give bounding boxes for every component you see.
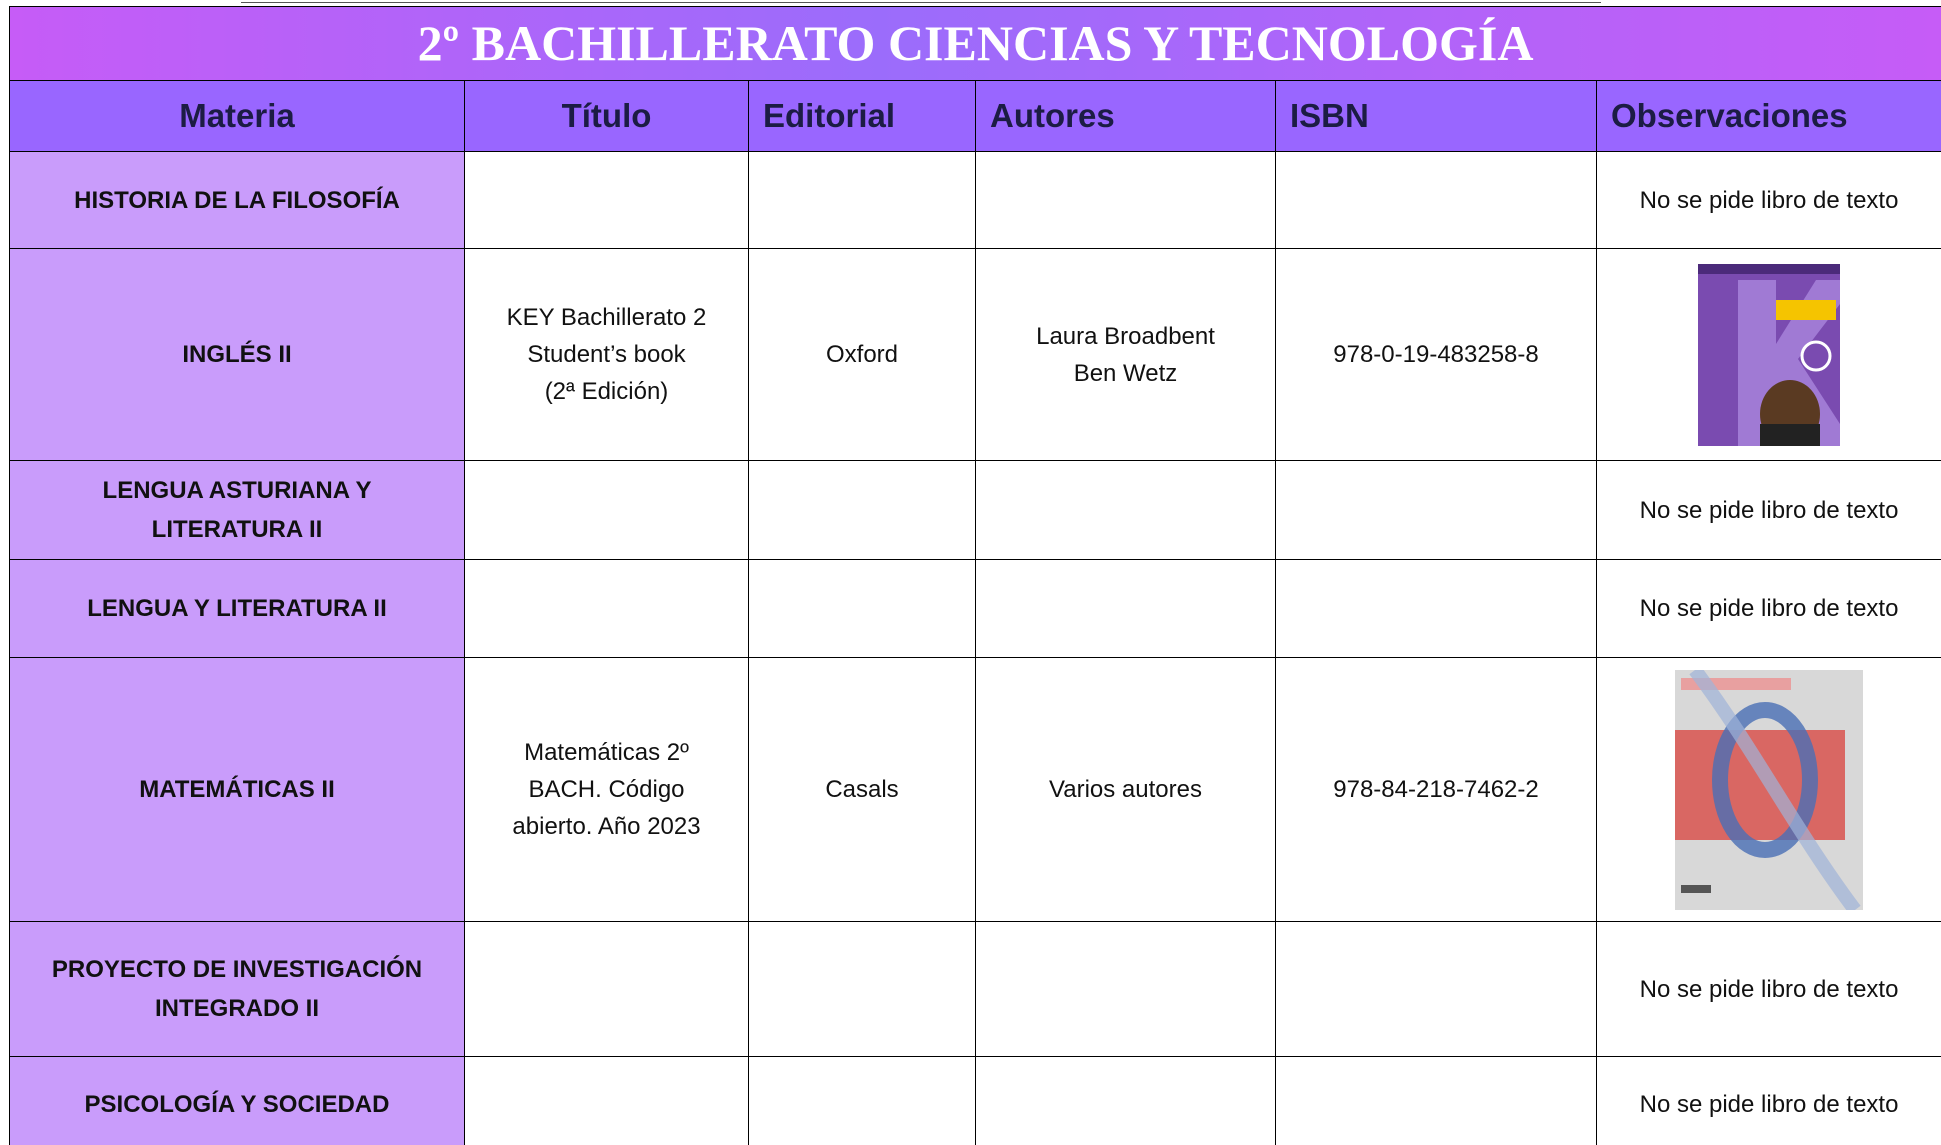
- header-cell: Editorial: [748, 80, 976, 152]
- cell: [464, 151, 749, 249]
- cell: [748, 559, 976, 658]
- subject: PSICOLOGÍA Y SOCIEDAD: [9, 1056, 465, 1145]
- subject: PROYECTO DE INVESTIGACIÓN INTEGRADO II: [9, 921, 465, 1057]
- cell: [748, 921, 976, 1057]
- header-cell: Observaciones: [1595, 80, 1941, 152]
- book-cover: [1698, 263, 1841, 446]
- authors: Laura Broadbent Ben Wetz: [975, 248, 1276, 461]
- observation: No se pide libro de texto: [1595, 1056, 1941, 1145]
- header-cell: Autores: [975, 80, 1276, 152]
- header-cell: Título: [464, 80, 749, 152]
- cell: [1275, 559, 1597, 658]
- cover-cell: [1595, 248, 1941, 461]
- publisher: Oxford: [748, 248, 976, 461]
- top-rule: [241, 2, 1601, 3]
- cell: [1275, 921, 1597, 1057]
- book-table: 2º BACHILLERATO CIENCIAS Y TECNOLOGÍA Ma…: [8, 6, 1941, 1145]
- header-cell: ISBN: [1275, 80, 1597, 152]
- header-cell: Materia: [9, 80, 465, 152]
- title-cell: KEY Bachillerato 2 Student’s book (2ª Ed…: [464, 248, 749, 461]
- cell: [464, 1056, 749, 1145]
- cell: [464, 460, 749, 560]
- cell: [464, 921, 749, 1057]
- cell: [748, 1056, 976, 1145]
- subject: LENGUA ASTURIANA Y LITERATURA II: [9, 460, 465, 560]
- subject: MATEMÁTICAS II: [9, 657, 465, 922]
- cover-cell: [1595, 657, 1941, 922]
- cell: [975, 460, 1276, 560]
- isbn: 978-0-19-483258-8: [1275, 248, 1597, 461]
- title-cell: Matemáticas 2º BACH. Código abierto. Año…: [464, 657, 749, 922]
- table-title: 2º BACHILLERATO CIENCIAS Y TECNOLOGÍA: [8, 6, 1941, 81]
- book-cover: [1675, 669, 1864, 910]
- cell: [975, 151, 1276, 249]
- cell: [975, 1056, 1276, 1145]
- cell: [464, 559, 749, 658]
- subject: LENGUA Y LITERATURA II: [9, 559, 465, 658]
- publisher: Casals: [748, 657, 976, 922]
- cell: [975, 921, 1276, 1057]
- cell: [748, 151, 976, 249]
- subject: INGLÉS II: [9, 248, 465, 461]
- authors: Varios autores: [975, 657, 1276, 922]
- cell: [748, 460, 976, 560]
- observation: No se pide libro de texto: [1595, 151, 1941, 249]
- isbn: 978-84-218-7462-2: [1275, 657, 1597, 922]
- cell: [1275, 1056, 1597, 1145]
- observation: No se pide libro de texto: [1595, 921, 1941, 1057]
- subject: HISTORIA DE LA FILOSOFÍA: [9, 151, 465, 249]
- cell: [975, 559, 1276, 658]
- cell: [1275, 460, 1597, 560]
- observation: No se pide libro de texto: [1595, 559, 1941, 658]
- observation: No se pide libro de texto: [1595, 460, 1941, 560]
- cell: [1275, 151, 1597, 249]
